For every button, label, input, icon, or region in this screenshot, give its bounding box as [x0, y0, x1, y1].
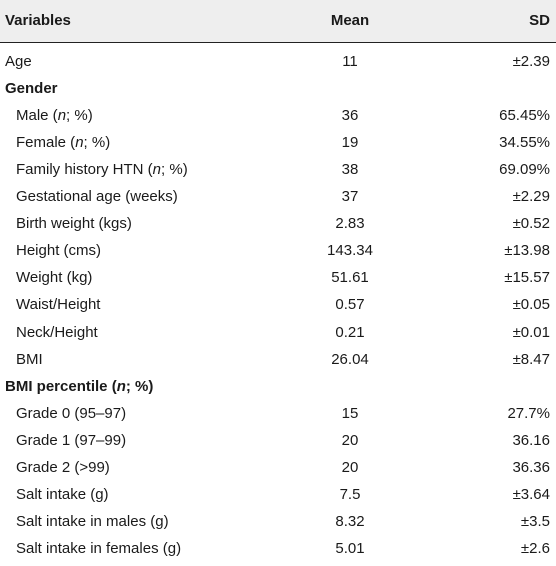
row-mean: 51.61 [331, 269, 369, 287]
row-label: Gestational age (weeks) [16, 188, 178, 206]
row-sd: ±0.01 [512, 323, 550, 341]
table-row: Weight (kg) 51.61 ±15.57 [0, 264, 556, 291]
row-label: Birth weight (kgs) [16, 215, 132, 233]
row-label: Neck/Height [16, 323, 98, 341]
row-sd: ±13.98 [504, 242, 550, 260]
header-mean: Mean [330, 12, 370, 29]
section-row: Gender [0, 75, 556, 102]
header-variables: Variables [5, 12, 71, 29]
row-sd: ±2.29 [512, 188, 550, 206]
row-sd: ±2.39 [512, 53, 550, 70]
row-mean: 15 [341, 404, 359, 422]
row-label: Age [5, 53, 32, 70]
table-row: Age 11 ±2.39 [0, 48, 556, 75]
row-sd: ±2.6 [520, 539, 550, 557]
table-row: Male (n; %) 36 65.45% [0, 102, 556, 129]
row-label: Weight (kg) [16, 269, 93, 287]
section-row: BMI percentile (n; %) [0, 373, 556, 400]
table-row: Female (n; %) 19 34.55% [0, 129, 556, 156]
table-row: Birth weight (kgs) 2.83 ±0.52 [0, 210, 556, 237]
row-mean: 0.57 [335, 296, 365, 314]
table-row: BMI 26.04 ±8.47 [0, 346, 556, 373]
row-sd: ±8.47 [512, 350, 550, 368]
row-mean: 8.32 [335, 512, 365, 530]
table-header: Variables Mean SD [0, 0, 556, 42]
table-row: Waist/Height 0.57 ±0.05 [0, 291, 556, 318]
row-sd: 65.45% [499, 107, 550, 125]
table-row: Gestational age (weeks) 37 ±2.29 [0, 183, 556, 210]
table-row: Grade 2 (>99) 20 36.36 [0, 454, 556, 481]
row-label: Waist/Height [16, 296, 101, 314]
row-sd: ±0.52 [512, 215, 550, 233]
row-mean: 26.04 [331, 350, 369, 368]
row-mean: 20 [341, 458, 359, 476]
row-mean: 2.83 [335, 215, 365, 233]
row-mean: 7.5 [339, 485, 361, 503]
row-label: Salt intake (g) [16, 485, 109, 503]
row-sd: 36.36 [512, 458, 550, 476]
table-row: Height (cms) 143.34 ±13.98 [0, 237, 556, 264]
row-label: Grade 0 (95–97) [16, 404, 127, 422]
row-mean: 38 [341, 161, 359, 179]
row-label: Salt intake in males (g) [16, 512, 169, 530]
row-label: Grade 2 (>99) [16, 458, 110, 476]
row-sd: ±3.5 [520, 512, 550, 530]
table-row: Family history HTN (n; %) 38 69.09% [0, 156, 556, 183]
row-mean: 11 [342, 53, 358, 70]
row-mean: 20 [341, 431, 359, 449]
row-label: Female (n; %) [16, 134, 111, 152]
header-sd: SD [529, 12, 550, 29]
row-label: Male (n; %) [16, 107, 93, 125]
row-label: Family history HTN (n; %) [16, 161, 188, 179]
header-rule [0, 42, 556, 43]
table-row: Salt intake in females (g) 5.01 ±2.6 [0, 535, 556, 562]
row-sd: 34.55% [499, 134, 550, 152]
table-row: Grade 0 (95–97) 15 27.7% [0, 400, 556, 427]
row-sd: 69.09% [499, 161, 550, 179]
row-mean: 37 [341, 188, 359, 206]
row-sd: 27.7% [507, 404, 550, 422]
table-row: Salt intake in males (g) 8.32 ±3.5 [0, 508, 556, 535]
section-label: Gender [5, 80, 58, 98]
row-mean: 36 [341, 107, 359, 125]
row-mean: 5.01 [335, 539, 365, 557]
row-mean: 19 [341, 134, 359, 152]
table-row: Neck/Height 0.21 ±0.01 [0, 319, 556, 346]
row-label: Height (cms) [16, 242, 102, 260]
row-sd: ±0.05 [512, 296, 550, 314]
row-label: Salt intake in females (g) [16, 539, 182, 557]
row-label: Grade 1 (97–99) [16, 431, 127, 449]
row-mean: 0.21 [335, 323, 365, 341]
row-label: BMI [16, 350, 43, 368]
row-sd: ±3.64 [512, 485, 550, 503]
row-mean: 143.34 [327, 242, 373, 260]
table-row: Grade 1 (97–99) 20 36.16 [0, 427, 556, 454]
row-sd: 36.16 [512, 431, 550, 449]
section-label: BMI percentile (n; %) [5, 377, 154, 395]
row-sd: ±15.57 [504, 269, 550, 287]
table-row: Salt intake (g) 7.5 ±3.64 [0, 481, 556, 508]
